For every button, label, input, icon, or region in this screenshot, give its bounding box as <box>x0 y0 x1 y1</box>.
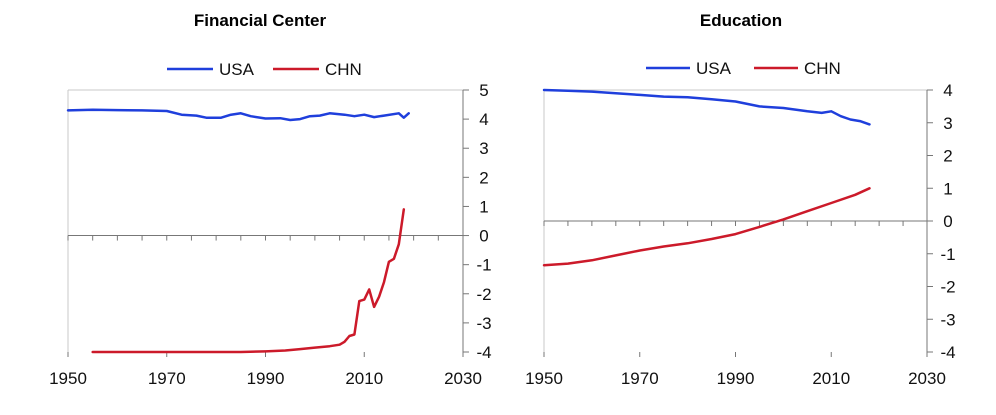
tick-group: 4 3 2 1 0 -1 -2 -3 -4 1950 1970 1990 2010 2030 <box>525 81 955 388</box>
y-tick-label: 4 <box>479 110 488 129</box>
chart-title: Education <box>700 11 782 30</box>
y-tick-label: 3 <box>479 139 488 158</box>
y-tick-label: -2 <box>940 278 955 297</box>
series-line-chn <box>542 187 871 267</box>
y-tick-label: -1 <box>940 245 955 264</box>
y-tick-label: -3 <box>940 310 955 329</box>
panel-education: Education USA CHN 4 3 2 1 0 -1 -2 -3 -4 1950 1970 1… <box>525 11 955 388</box>
y-tick-label: 2 <box>479 168 488 187</box>
y-tick-label: 3 <box>943 114 952 133</box>
y-tick-label: -4 <box>940 343 955 362</box>
x-tick-label: 1950 <box>525 369 563 388</box>
legend-label-chn: CHN <box>804 59 841 78</box>
series-group <box>66 108 410 354</box>
y-tick-label: -4 <box>476 343 491 362</box>
tick-group: 5 4 3 2 1 0 -1 -2 -3 -4 1950 1970 1990 2010 2030 <box>49 81 491 388</box>
x-tick-label: 2030 <box>908 369 946 388</box>
x-tick-label: 1950 <box>49 369 87 388</box>
y-tick-label: 4 <box>943 81 952 100</box>
x-tick-label: 2010 <box>345 369 383 388</box>
legend-label-chn: CHN <box>325 60 362 79</box>
legend-label-usa: USA <box>696 59 732 78</box>
x-tick-label: 2010 <box>812 369 850 388</box>
y-tick-label: 5 <box>479 81 488 100</box>
x-tick-label: 1970 <box>621 369 659 388</box>
panel-financial-center: Financial Center USA CHN 5 4 3 2 1 0 -1 -2 -3 -4 1… <box>49 11 491 388</box>
y-tick-label: 0 <box>943 212 952 231</box>
legend: USA CHN <box>167 60 362 79</box>
legend-label-usa: USA <box>219 60 255 79</box>
series-line-usa <box>66 108 410 122</box>
x-tick-label: 1990 <box>717 369 755 388</box>
y-tick-label: -1 <box>476 256 491 275</box>
legend: USA CHN <box>646 59 841 78</box>
series-line-chn <box>91 208 406 354</box>
series-line-usa <box>542 88 871 126</box>
y-tick-label: 0 <box>479 227 488 246</box>
y-tick-label: -3 <box>476 314 491 333</box>
x-tick-label: 1990 <box>247 369 285 388</box>
y-tick-label: 2 <box>943 147 952 166</box>
series-group <box>542 88 871 267</box>
y-tick-label: -2 <box>476 285 491 304</box>
x-tick-label: 2030 <box>444 369 482 388</box>
y-tick-label: 1 <box>479 197 488 216</box>
x-tick-label: 1970 <box>148 369 186 388</box>
y-tick-label: 1 <box>943 179 952 198</box>
chart-title: Financial Center <box>194 11 327 30</box>
